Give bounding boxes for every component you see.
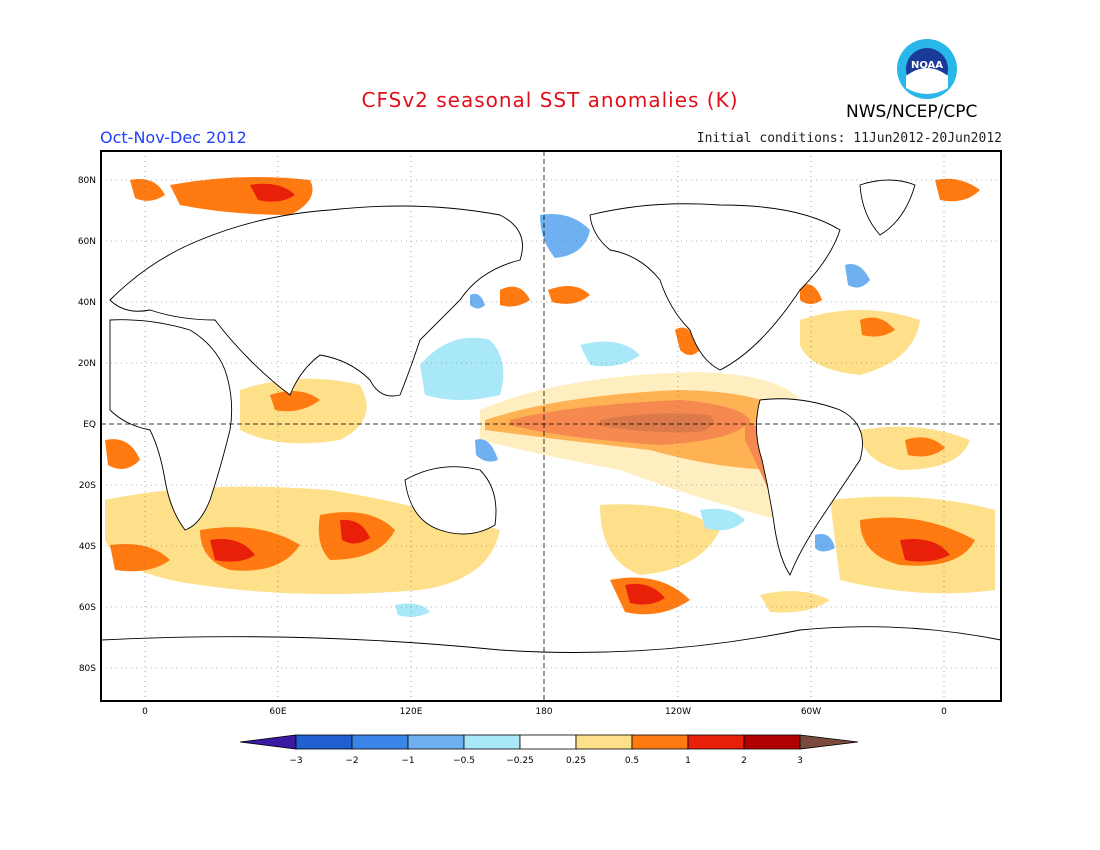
anomaly-cool-025 bbox=[580, 341, 640, 367]
colorbar-min-arrow bbox=[239, 734, 297, 750]
anomaly-cool-05 bbox=[475, 439, 498, 462]
lon-axis-labels: 0 60E 120E 180 120W 60W 0 bbox=[142, 707, 947, 717]
anomaly-warm-05 bbox=[860, 317, 895, 337]
colorbar-label: −3 bbox=[289, 756, 302, 766]
initial-conditions-label: Initial conditions: 11Jun2012-20Jun2012 bbox=[696, 131, 1002, 146]
anomaly-cool-05 bbox=[845, 264, 870, 288]
anomaly-warm-05 bbox=[130, 179, 165, 201]
continent-north-america bbox=[589, 203, 841, 371]
colorbar-label: 1 bbox=[685, 756, 691, 766]
anomaly-warm-1 bbox=[210, 539, 255, 562]
colorbar bbox=[239, 734, 859, 750]
colorbar-segment bbox=[687, 734, 745, 750]
colorbar-segment bbox=[295, 734, 353, 750]
lon-label: 60E bbox=[269, 707, 286, 717]
colorbar-labels: −3 −2 −1 −0.5 −0.25 0.25 0.5 1 2 3 bbox=[289, 756, 803, 766]
colorbar-segment bbox=[407, 734, 465, 750]
colorbar-label: −2 bbox=[345, 756, 358, 766]
lon-label: 0 bbox=[941, 707, 947, 717]
map-frame bbox=[100, 150, 1002, 702]
continent-australia bbox=[404, 466, 497, 535]
colorbar-label: 0.25 bbox=[566, 756, 586, 766]
anomaly-warm-05 bbox=[935, 178, 980, 202]
colorbar-segment bbox=[463, 734, 521, 750]
anomaly-warm-1 bbox=[250, 183, 295, 202]
lat-label: 80N bbox=[78, 176, 96, 186]
continent-antarctica bbox=[101, 626, 1001, 701]
colorbar-max-arrow bbox=[799, 734, 859, 750]
colorbar-segment bbox=[743, 734, 801, 750]
lat-label: 40S bbox=[79, 542, 96, 552]
anomaly-warm-025 bbox=[600, 504, 720, 575]
noaa-logo: NOAA bbox=[897, 39, 957, 99]
lon-label: 0 bbox=[142, 707, 148, 717]
continent-south-america bbox=[756, 398, 863, 576]
lat-axis-labels: 80N 60N 40N 20N EQ 20S 40S 60S 80S bbox=[78, 176, 96, 674]
anomaly-warm-05 bbox=[500, 286, 530, 307]
colorbar-segment bbox=[631, 734, 689, 750]
lon-label: 60W bbox=[801, 707, 821, 717]
anomaly-warm-05 bbox=[548, 286, 590, 304]
anomaly-cool-025 bbox=[700, 508, 745, 531]
colorbar-label: −0.5 bbox=[453, 756, 475, 766]
lat-label: 20S bbox=[79, 481, 96, 491]
anomaly-warm-05 bbox=[270, 391, 320, 412]
anomaly-warm-05 bbox=[105, 439, 140, 469]
colorbar-label: 3 bbox=[797, 756, 803, 766]
colorbar-label: −1 bbox=[401, 756, 414, 766]
lat-label: 80S bbox=[79, 664, 96, 674]
colorbar-label: −0.25 bbox=[506, 756, 534, 766]
colorbar-label: 0.5 bbox=[625, 756, 639, 766]
colorbar-segment bbox=[351, 734, 409, 750]
continent-africa bbox=[109, 319, 233, 531]
anomaly-warm-05 bbox=[905, 437, 945, 457]
lat-label: 20N bbox=[78, 359, 96, 369]
logo-text: NOAA bbox=[911, 60, 943, 71]
coastlines bbox=[101, 179, 1001, 701]
lat-label: 60N bbox=[78, 237, 96, 247]
anomaly-layer bbox=[105, 176, 995, 617]
continent-greenland bbox=[859, 179, 916, 236]
reference-lines bbox=[101, 151, 1001, 701]
chart-title: CFSv2 seasonal SST anomalies (K) bbox=[361, 88, 739, 112]
anomaly-warm-05 bbox=[675, 327, 700, 355]
anomaly-warm-025 bbox=[240, 378, 367, 444]
lat-label: 40N bbox=[78, 298, 96, 308]
colorbar-segment bbox=[519, 734, 577, 750]
anomaly-warm-05 bbox=[110, 544, 170, 572]
gridlines bbox=[101, 151, 1001, 701]
anomaly-warm-025 bbox=[480, 372, 800, 520]
agency-label: NWS/NCEP/CPC bbox=[846, 102, 978, 122]
anomaly-warm-1 bbox=[625, 583, 665, 605]
continent-eurasia bbox=[109, 205, 523, 397]
anomaly-cool-025 bbox=[420, 337, 504, 400]
anomaly-warm-025 bbox=[760, 591, 830, 613]
colorbar-segment bbox=[575, 734, 633, 750]
anomaly-warm-05 bbox=[800, 284, 822, 304]
lat-label: 60S bbox=[79, 603, 96, 613]
anomaly-warm-1 bbox=[900, 539, 950, 562]
lon-label: 120E bbox=[400, 707, 423, 717]
anomaly-cool-05 bbox=[470, 293, 485, 309]
anomaly-cool-05 bbox=[540, 214, 590, 258]
anomaly-warm-1 bbox=[340, 519, 370, 544]
lon-label: 180 bbox=[535, 707, 552, 717]
season-label: Oct-Nov-Dec 2012 bbox=[100, 128, 247, 147]
anomaly-cool-05 bbox=[815, 533, 835, 552]
colorbar-label: 2 bbox=[741, 756, 747, 766]
lat-label: EQ bbox=[83, 420, 96, 430]
lon-label: 120W bbox=[665, 707, 691, 717]
